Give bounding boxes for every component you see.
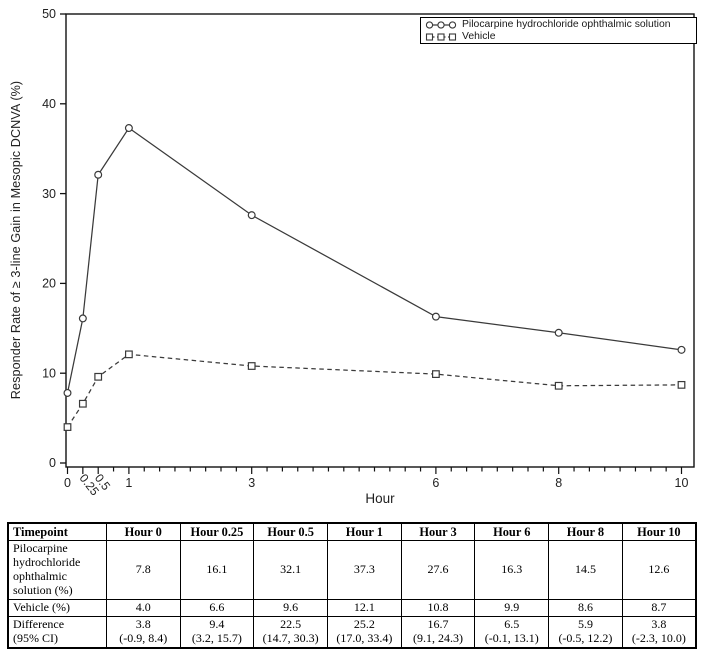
table-cell: 16.1 (179, 540, 255, 601)
table-cell: 3.8 (-0.9, 8.4) (105, 615, 181, 649)
line-chart: 0 10 20 30 40 50 0 0.25 0.5 1 3 6 8 10 Responder Rate… (9, 7, 697, 506)
data-point (677, 380, 686, 389)
x-tick-label: 0 (64, 476, 71, 490)
y-tick-label: 30 (42, 187, 56, 201)
table-cell: 8.7 (621, 599, 697, 617)
table-row-label: Vehicle (%) (7, 599, 107, 617)
y-tick-label: 40 (42, 97, 56, 111)
table-cell: 27.6 (400, 540, 476, 601)
table-header-cell: Hour 0.5 (253, 522, 328, 542)
table-header-cell: Hour 6 (474, 522, 550, 542)
table-cell: 8.6 (548, 599, 623, 617)
table-cell: 3.8 (-2.3, 10.0) (621, 615, 697, 649)
table-row: Difference (95% CI) 3.8 (-0.9, 8.4) 9.4 (3… (7, 615, 697, 649)
table-cell: 7.8 (105, 540, 181, 601)
table-cell: 9.6 (253, 599, 328, 617)
table-header-cell: Hour 1 (326, 522, 402, 542)
y-tick-label: 20 (42, 277, 56, 291)
data-point (554, 381, 563, 390)
table-cell: 12.1 (326, 599, 402, 617)
square-dash-legend-icon (425, 32, 457, 41)
table-cell: 6.5 (-0.1, 13.1) (474, 615, 550, 649)
x-axis-title: Hour (365, 491, 395, 506)
data-point (554, 328, 563, 337)
table-cell: 9.9 (474, 599, 550, 617)
y-tick-label: 0 (49, 456, 56, 470)
data-point (63, 423, 72, 431)
data-point (63, 388, 72, 397)
table-cell: 32.1 (253, 540, 328, 601)
results-table: Timepoint Hour 0 Hour 0.25 Hour 0.5 Hour 1 Ho… (7, 522, 697, 649)
y-tick-label: 10 (42, 366, 56, 380)
table-cell: 22.5 (14.7, 30.3) (253, 615, 328, 649)
table-cell: 12.6 (621, 540, 697, 601)
data-point (94, 170, 103, 179)
y-tick-label: 50 (42, 7, 56, 21)
data-point (677, 345, 686, 354)
circle-line-legend-icon (425, 20, 457, 29)
table-header-row: Timepoint Hour 0 Hour 0.25 Hour 0.5 Hour 1 Ho… (7, 522, 697, 542)
x-tick-label: 10 (675, 476, 689, 490)
table-row-label: Difference (95% CI) (7, 615, 107, 649)
table-header-cell: Hour 0 (105, 522, 181, 542)
legend-item-vehicle: Vehicle (424, 31, 696, 42)
data-point (431, 312, 440, 321)
table-cell: 5.9 (-0.5, 12.2) (548, 615, 623, 649)
data-point (78, 314, 87, 323)
table-cell: 37.3 (326, 540, 402, 601)
table-cell: 6.6 (179, 599, 255, 617)
data-point (432, 370, 440, 378)
legend-label-vehicle: Vehicle (462, 31, 496, 42)
y-axis-title: Responder Rate of ≥ 3-line Gain in Mesop… (9, 80, 23, 400)
table-row: Pilocarpine hydrochloride ophthalmic sol… (7, 540, 697, 601)
data-point (78, 399, 87, 408)
legend-label-pilocarpine: Pilocarpine hydrochloride ophthalmic sol… (462, 19, 671, 30)
table-cell: 10.8 (400, 599, 476, 617)
table-cell: 9.4 (3.2, 15.7) (179, 615, 255, 649)
series-pilocarpine (63, 124, 686, 397)
table-cell: 16.3 (474, 540, 550, 601)
series-vehicle (63, 350, 686, 431)
legend: Pilocarpine hydrochloride ophthalmic sol… (420, 17, 697, 44)
data-point (247, 362, 256, 370)
table-cell: 16.7 (9.1, 24.3) (400, 615, 476, 649)
table-header-cell: Hour 0.25 (179, 522, 255, 542)
legend-item-pilocarpine: Pilocarpine hydrochloride ophthalmic sol… (424, 19, 696, 30)
table-header-cell: Hour 8 (548, 522, 623, 542)
data-point (247, 211, 256, 220)
table-cell: 14.5 (548, 540, 623, 601)
data-point (124, 350, 133, 359)
table-header-cell: Hour 10 (621, 522, 697, 542)
table-cell: 25.2 (17.0, 33.4) (326, 615, 402, 649)
table-row: Vehicle (%) 4.0 6.6 9.6 12.1 10.8 9.9 8.6 8.7 (7, 599, 697, 617)
table-header-timepoint: Timepoint (7, 522, 107, 542)
x-tick-label: 6 (432, 476, 439, 490)
data-point (124, 124, 133, 133)
x-tick-label: 8 (555, 476, 562, 490)
table-cell: 4.0 (105, 599, 181, 617)
table-header-cell: Hour 3 (400, 522, 476, 542)
x-tick-label: 1 (125, 476, 132, 490)
data-point (94, 372, 103, 381)
table-row-label: Pilocarpine hydrochloride ophthalmic sol… (7, 540, 107, 601)
x-tick-label: 3 (248, 476, 255, 490)
